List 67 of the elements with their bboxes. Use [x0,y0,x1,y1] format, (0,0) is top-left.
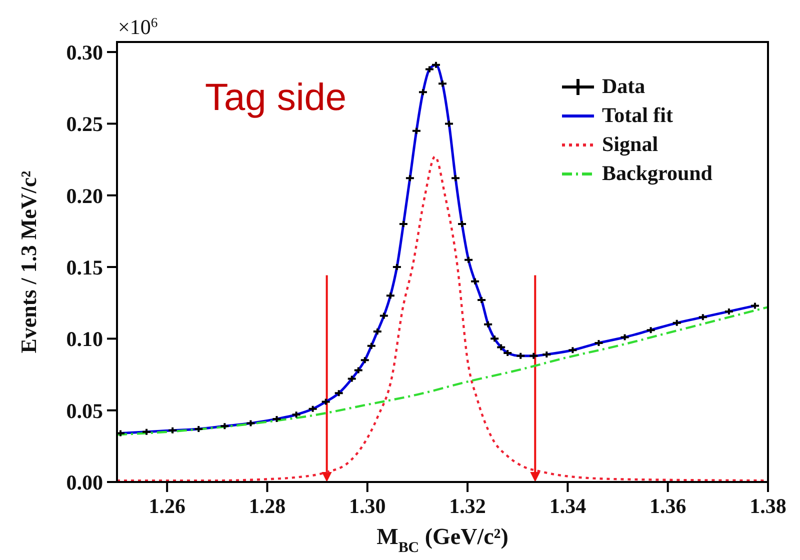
point [483,320,494,328]
x-tick-label: 1.38 [750,494,786,518]
x-tick-label: 1.34 [549,494,587,518]
x-tick-label: 1.30 [349,494,386,518]
point [168,426,178,434]
x-tick-label: 1.32 [449,494,486,518]
point [698,313,708,322]
point [430,60,441,69]
y-tick-label: 0.00 [66,470,103,494]
y-tick-label: 0.05 [66,398,103,423]
point [360,356,370,364]
text: ×10$^{6}$ [118,14,158,39]
point [646,326,656,334]
x-tick-label: 1.28 [248,494,286,518]
y-tick-label: 0.30 [66,40,103,64]
y-tick-label: 0.25 [66,112,103,136]
point [142,428,152,436]
point [750,302,760,310]
point [542,350,552,358]
point [385,292,396,300]
x-tick-label: 1.26 [148,494,186,518]
point [450,174,461,182]
legend-label: Data [602,73,646,100]
point [320,398,331,406]
point [470,277,480,286]
point [291,410,302,419]
point [724,307,734,316]
x-tick-label: 1.36 [649,494,686,518]
point [424,65,434,74]
point [346,374,357,383]
legend-label: Total fit [602,102,673,129]
y-tick-label: 0.20 [66,184,103,208]
point [404,174,415,182]
point [620,333,630,342]
y-axis-title: Events / 1.3 MeV/c² [16,170,41,354]
point [334,389,344,398]
annotation: Tag side [205,77,347,119]
line-series [117,306,768,436]
point [594,338,604,347]
point [220,422,230,430]
point [528,352,539,360]
point [568,346,578,354]
point [308,404,318,413]
point [516,352,526,360]
point [438,80,448,88]
point [194,424,204,433]
point [418,88,428,96]
point [490,334,500,343]
point [246,419,256,428]
point [464,256,474,264]
point [378,312,389,320]
point [353,366,364,374]
point [366,342,376,350]
y-tick-label: 0.10 [66,327,103,352]
point [372,328,382,336]
point [444,120,454,128]
point [457,220,468,228]
point [272,414,282,423]
point [411,126,422,135]
point [476,296,487,304]
point [392,263,402,272]
point [398,220,408,228]
legend-label: Signal [602,131,658,158]
point [672,318,682,327]
y-tick-label: 0.15 [66,255,103,280]
x-axis-title: M$_{BC}$ (GeV/c²) [376,524,508,556]
legend-label: Background [602,160,712,187]
